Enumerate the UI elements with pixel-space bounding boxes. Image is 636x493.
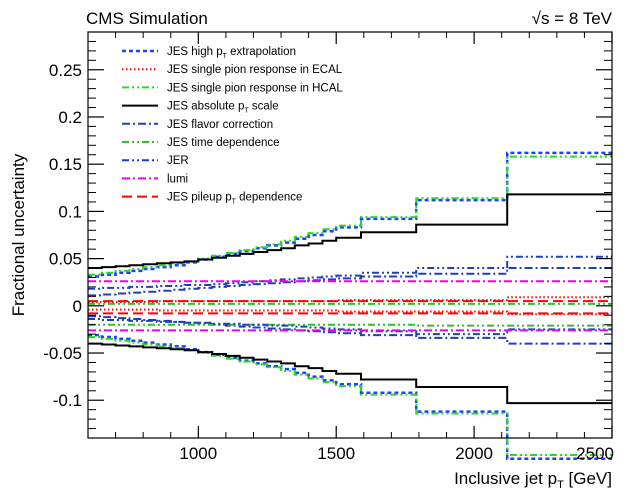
series-jes-single-pion-response-in-ecal [88, 296, 612, 316]
legend-item-jes-time-dependence: JES time dependence [122, 137, 280, 149]
series-jes-single-pion-response-in-hcal-down [88, 336, 612, 456]
y-tick-label: 0 [73, 297, 82, 316]
x-tick-label: 2500 [576, 444, 614, 463]
y-tick-label: 0.2 [58, 108, 82, 127]
legend-item-lumi: lumi [122, 173, 188, 185]
plot-frame [87, 31, 613, 439]
legend: JES high pT​ extrapolation JES single pio… [122, 46, 343, 206]
x-tick-label: 1500 [317, 444, 355, 463]
series-jes-high-pt-extrapolation-down [88, 333, 612, 461]
series-jes-flavor-correction [88, 267, 612, 345]
legend-label: JES absolute pT​ scale [167, 101, 279, 115]
series-jes-pileup-pt-dependence [88, 300, 612, 315]
ticks-layer: -0.1 -0.05 0 0.05 0.1 0.15 0.2 0.25 1000 1500 2000… [43, 32, 614, 463]
y-tick-label: 0.05 [49, 250, 82, 269]
legend-item-jes-absolute-pt-scale: JES absolute pT​ scale [122, 101, 279, 115]
legend-item-jes-single-pion-response-in-hcal: JES single pion response in HCAL [122, 82, 343, 94]
legend-item-jer: JER [122, 155, 189, 167]
series-jes-high-pt-extrapolation-up [88, 151, 612, 278]
series-jes-absolute-pt-scale [88, 193, 612, 405]
legend-item-jes-pileup-pt-dependence: JES pileup pT​ dependence [122, 192, 302, 206]
series-jes-flavor-correction-down [88, 315, 612, 345]
legend-label: JES time dependence [167, 137, 280, 149]
series-jer-up [88, 255, 612, 290]
series-jes-time-dependence-down [88, 323, 612, 327]
y-axis-label: Fractional uncertainty [9, 153, 28, 316]
series-layer [88, 151, 612, 461]
y-tick-label: 0.25 [49, 61, 82, 80]
x-tick-label: 1000 [179, 444, 217, 463]
legend-item-jes-high-pt-extrapolation: JES high pT​ extrapolation [122, 46, 296, 60]
legend-label: JER [167, 155, 189, 167]
y-tick-label: -0.05 [43, 344, 82, 363]
series-jes-single-pion-response-in-ecal-down [88, 308, 612, 316]
series-jes-flavor-correction-up [88, 267, 612, 297]
series-jes-time-dependence [88, 302, 612, 327]
series-jes-absolute-pt-scale-up [88, 193, 612, 269]
series-jes-single-pion-response-in-hcal [88, 155, 612, 456]
series-jes-absolute-pt-scale-down [88, 342, 612, 405]
y-tick-label: 0.15 [49, 155, 82, 174]
legend-item-jes-flavor-correction: JES flavor correction [122, 119, 273, 131]
legend-label: lumi [167, 173, 188, 185]
legend-label: JES pileup pT​ dependence [167, 192, 302, 206]
legend-label: JES flavor correction [167, 119, 273, 131]
series-lumi [88, 280, 612, 332]
header-left: CMS Simulation [86, 9, 208, 28]
series-jes-single-pion-response-in-hcal-up [88, 155, 612, 276]
series-jes-high-pt-extrapolation [88, 151, 612, 461]
x-axis-label: Inclusive jet pT​ [GeV] [454, 469, 612, 491]
y-tick-label: -0.1 [53, 391, 82, 410]
x-tick-label: 2000 [455, 444, 493, 463]
y-tick-label: 0.1 [58, 202, 82, 221]
legend-label: JES single pion response in HCAL [167, 82, 343, 94]
legend-label: JES single pion response in ECAL [167, 64, 343, 76]
series-jes-single-pion-response-in-ecal-up [88, 296, 612, 303]
legend-label: JES high pT​ extrapolation [167, 46, 296, 60]
legend-item-jes-single-pion-response-in-ecal: JES single pion response in ECAL [122, 64, 343, 76]
header-right: √s = 8 TeV [532, 9, 613, 28]
